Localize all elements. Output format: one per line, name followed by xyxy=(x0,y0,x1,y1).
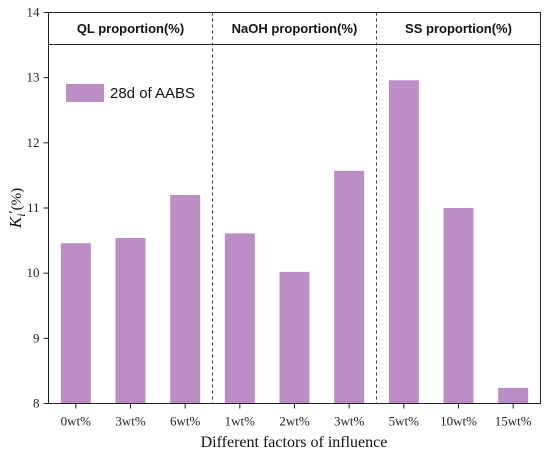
y-axis-ticks: 8 9 10 11 12 13 14 xyxy=(27,5,49,411)
bar-4 xyxy=(279,271,310,404)
bar-0 xyxy=(60,243,91,404)
x-tick-label: 2wt% xyxy=(279,414,310,429)
legend: 28d of AABS xyxy=(66,84,195,102)
y-axis-title-subscript: i xyxy=(14,213,28,216)
x-tick-label: 6wt% xyxy=(170,414,201,429)
x-tick-label: 10wt% xyxy=(440,414,477,429)
x-axis-ticks: 0wt% 3wt% 6wt% 1wt% 2wt% 3wt% 5wt% 10wt% 15wt% xyxy=(61,403,532,429)
y-axis-title-main: K xyxy=(6,215,25,229)
y-tick-label: 12 xyxy=(27,135,40,150)
y-tick-label: 13 xyxy=(27,70,40,85)
y-tick-label: 11 xyxy=(27,200,40,215)
x-tick-label: 3wt% xyxy=(334,414,365,429)
group-label: QL proportion(%) xyxy=(77,21,184,36)
group-labels: QL proportion(%) NaOH proportion(%) SS pro… xyxy=(77,21,512,36)
x-tick-label: 5wt% xyxy=(389,414,420,429)
x-axis-title: Different factors of influence xyxy=(201,434,388,451)
y-tick-label: 9 xyxy=(33,330,40,345)
x-tick-label: 15wt% xyxy=(495,414,532,429)
bar-8 xyxy=(498,387,529,404)
legend-label: 28d of AABS xyxy=(110,85,195,102)
plot-frame xyxy=(48,12,541,404)
y-tick-label: 8 xyxy=(33,396,40,411)
group-label: NaOH proportion(%) xyxy=(232,21,358,36)
x-tick-label: 3wt% xyxy=(115,414,146,429)
bar-5 xyxy=(334,170,365,404)
bars-layer xyxy=(60,80,529,404)
bar-6 xyxy=(388,80,419,404)
x-tick-label: 1wt% xyxy=(225,414,256,429)
y-tick-label: 14 xyxy=(27,5,41,20)
y-axis-title-unit: (%) xyxy=(9,188,25,211)
bar-7 xyxy=(443,208,474,404)
y-axis-title-prime: ′ xyxy=(7,210,22,213)
legend-swatch xyxy=(66,84,104,102)
x-tick-label: 0wt% xyxy=(61,414,92,429)
bar-1 xyxy=(115,237,146,404)
group-label: SS proportion(%) xyxy=(405,21,512,36)
y-axis-title: Ki′(%) xyxy=(6,188,28,229)
bar-3 xyxy=(224,233,255,404)
y-tick-label: 10 xyxy=(27,265,40,280)
y-axis-title-text: Ki′(%) xyxy=(6,188,28,229)
bar-2 xyxy=(170,194,201,404)
group-dividers xyxy=(212,12,377,404)
